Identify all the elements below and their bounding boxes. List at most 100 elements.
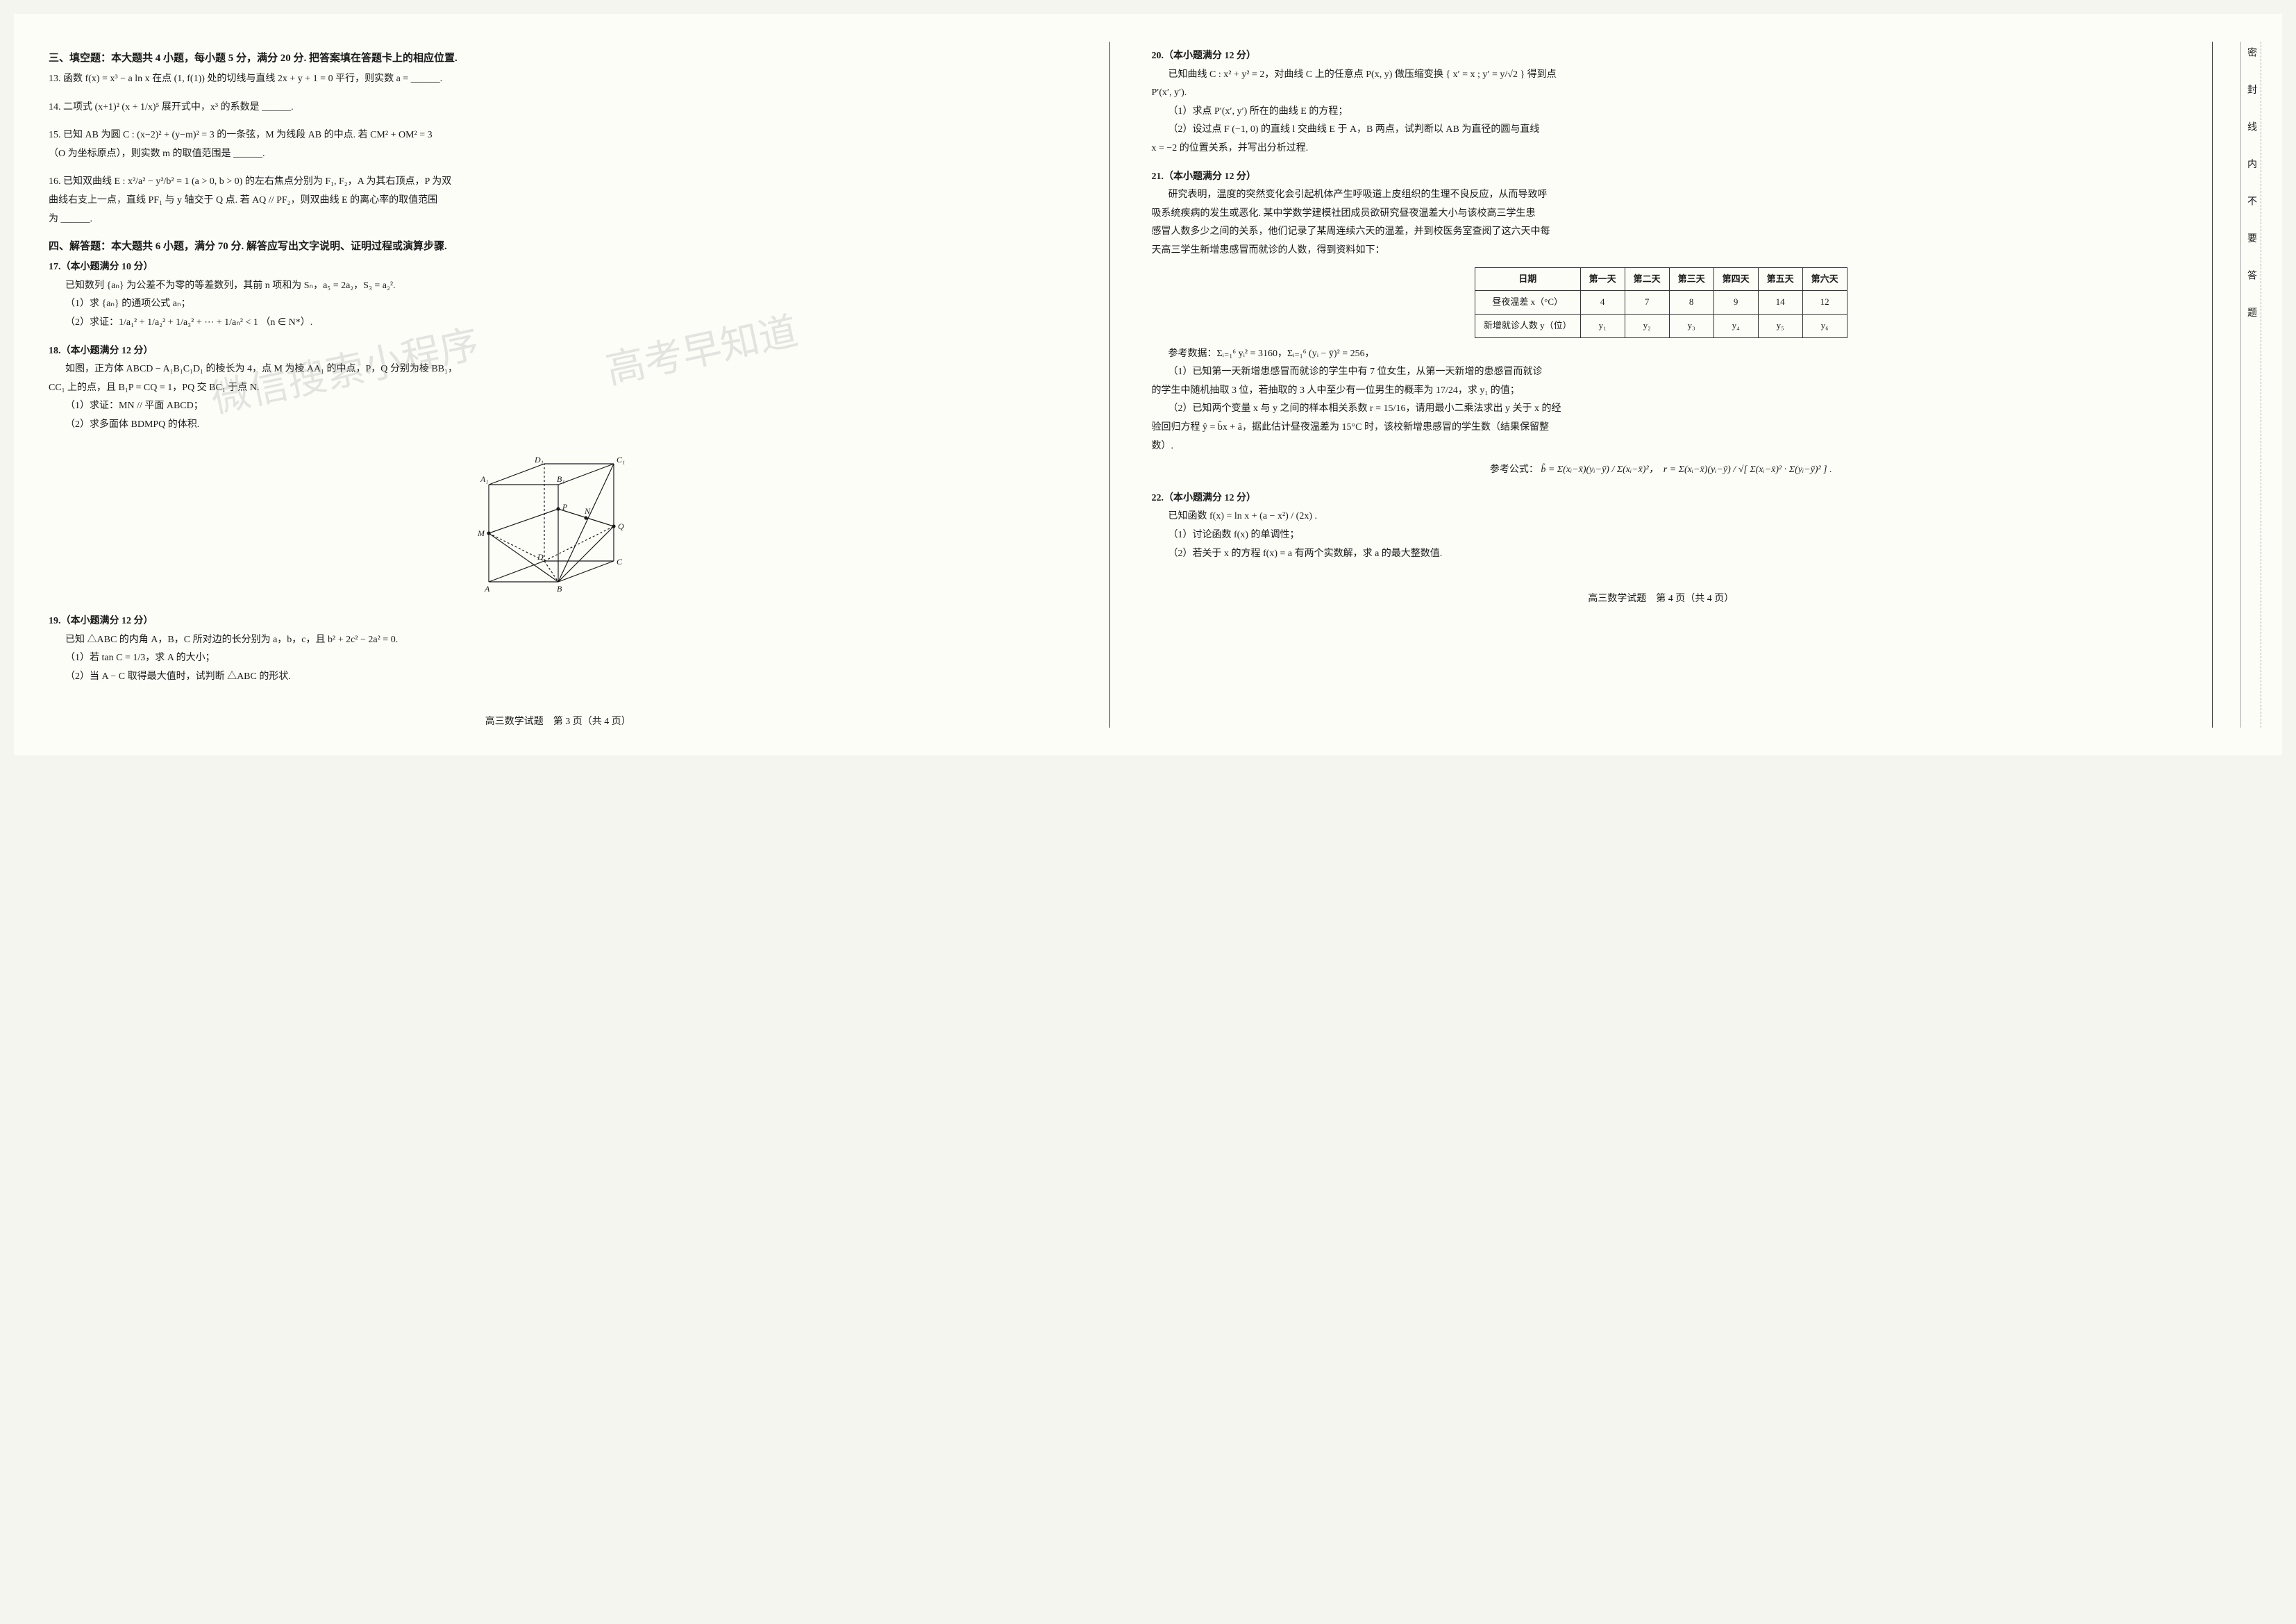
problem-16-line1: 16. 已知双曲线 E : x²/a² − y²/b² = 1 (a > 0, …	[49, 176, 451, 187]
problem-20-part2a: （2）设过点 F (−1, 0) 的直线 l 交曲线 E 于 A，B 两点，试判…	[1168, 124, 1540, 135]
column-divider	[1109, 42, 1110, 728]
table-h0: 日期	[1475, 267, 1580, 291]
table-r2c5: y₅	[1758, 314, 1802, 337]
table-h4: 第四天	[1713, 267, 1758, 291]
table-h6: 第六天	[1802, 267, 1847, 291]
table-header-row: 日期 第一天 第二天 第三天 第四天 第五天 第六天	[1475, 267, 1847, 291]
problem-21-part1b: 的学生中随机抽取 3 位，若抽取的 3 人中至少有一位男生的概率为 17/24，…	[1152, 385, 1520, 396]
svg-text:C: C	[617, 557, 623, 567]
problem-21-formula: 参考公式： b̂ = Σ(xᵢ−x̄)(yᵢ−ȳ) / Σ(xᵢ−x̄)²， r…	[1152, 461, 2171, 480]
table-row-x: 昼夜温差 x（°C） 4 7 8 9 14 12	[1475, 291, 1847, 315]
table-r1-label: 昼夜温差 x（°C）	[1475, 291, 1580, 315]
formula-body: b̂ = Σ(xᵢ−x̄)(yᵢ−ȳ) / Σ(xᵢ−x̄)²， r = Σ(x…	[1541, 464, 1832, 475]
problem-18-title: 18.（本小题满分 12 分）	[49, 346, 153, 356]
table-r1c4: 9	[1713, 291, 1758, 315]
column-divider-2	[2212, 42, 2213, 728]
problem-21-part1a: （1）已知第一天新增患感冒而就诊的学生中有 7 位女生，从第一天新增的患感冒而就…	[1168, 367, 1543, 377]
table-h1: 第一天	[1580, 267, 1625, 291]
table-r1c2: 7	[1625, 291, 1669, 315]
problem-16: 16. 已知双曲线 E : x²/a² − y²/b² = 1 (a > 0, …	[49, 173, 1068, 228]
problem-18-body1: 如图，正方体 ABCD − A₁B₁C₁D₁ 的棱长为 4，点 M 为棱 AA₁…	[65, 364, 458, 374]
section-3-header: 三、填空题：本大题共 4 小题，每小题 5 分，满分 20 分. 把答案填在答题…	[49, 50, 1068, 65]
table-r1c3: 8	[1669, 291, 1713, 315]
problem-19: 19.（本小题满分 12 分） 已知 △ABC 的内角 A，B，C 所对边的长分…	[49, 612, 1068, 686]
table-r1c1: 4	[1580, 291, 1625, 315]
problem-20-title: 20.（本小题满分 12 分）	[1152, 51, 1257, 61]
section-4-header: 四、解答题：本大题共 6 小题，满分 70 分. 解答应写出文字说明、证明过程或…	[49, 238, 1068, 253]
problem-19-part1: （1）若 tan C = 1/3，求 A 的大小；	[65, 653, 215, 663]
problem-13: 13. 函数 f(x) = x³ − a ln x 在点 (1, f(1)) 处…	[49, 70, 1068, 89]
formula-label: 参考公式：	[1490, 464, 1539, 475]
problem-15: 15. 已知 AB 为圆 C : (x−2)² + (y−m)² = 3 的一条…	[49, 126, 1068, 163]
table-r1c6: 12	[1802, 291, 1847, 315]
table-r2-label: 新增就诊人数 y（位）	[1475, 314, 1580, 337]
problem-18-part2: （2）求多面体 BDMPQ 的体积.	[65, 419, 199, 430]
problem-17-body: 已知数列 {aₙ} 为公差不为零的等差数列，其前 n 项和为 Sₙ，a₅ = 2…	[65, 281, 396, 291]
table-r2c3: y₃	[1669, 314, 1713, 337]
table-r2c4: y₄	[1713, 314, 1758, 337]
problem-18-body2: CC₁ 上的点，且 B₁P = CQ = 1，PQ 交 BC₁ 于点 N.	[49, 383, 259, 393]
problem-17-title: 17.（本小题满分 10 分）	[49, 262, 153, 272]
svg-text:M: M	[477, 528, 485, 538]
figure-cube: A B C D A₁ B₁ C₁ D₁ M P Q N	[49, 443, 1068, 603]
table-h5: 第五天	[1758, 267, 1802, 291]
problem-21-refdata: 参考数据：Σᵢ₌₁⁶ yᵢ² = 3160，Σᵢ₌₁⁶ (yᵢ − ȳ)² = …	[1168, 345, 2171, 364]
problem-17-part2: （2）求证：1/a₁² + 1/a₂² + 1/a₃² + ⋯ + 1/aₙ² …	[65, 317, 312, 328]
data-table: 日期 第一天 第二天 第三天 第四天 第五天 第六天 昼夜温差 x（°C） 4 …	[1475, 267, 1847, 338]
problem-20-body1: 已知曲线 C : x² + y² = 2，对曲线 C 上的任意点 P(x, y)…	[1168, 69, 1557, 80]
svg-text:D: D	[537, 552, 544, 562]
svg-text:N: N	[584, 506, 591, 516]
problem-18-part1: （1）求证：MN // 平面 ABCD；	[65, 401, 203, 411]
problem-22-part2: （2）若关于 x 的方程 f(x) = a 有两个实数解，求 a 的最大整数值.	[1168, 549, 1443, 559]
problem-16-line3: 为 ______.	[49, 214, 92, 224]
column-right: 20.（本小题满分 12 分） 已知曲线 C : x² + y² = 2，对曲线…	[1138, 42, 2185, 728]
table-r2c1: y₁	[1580, 314, 1625, 337]
problem-21-part2b: 验回归方程 ŷ = b̂x + â，据此估计昼夜温差为 15°C 时，该校新增患…	[1152, 422, 1549, 433]
problem-21-body4: 天高三学生新增患感冒而就诊的人数，得到资料如下：	[1152, 245, 1385, 256]
svg-text:A₁: A₁	[480, 474, 489, 484]
svg-text:B: B	[557, 584, 562, 594]
problem-21-body2: 吸系统疾病的发生或恶化. 某中学数学建模社团成员欲研究昼夜温差大小与该校高三学生…	[1152, 208, 1536, 219]
problem-21-body3: 感冒人数多少之间的关系，他们记录了某周连续六天的温差，并到校医务室查阅了这六天中…	[1152, 226, 1550, 237]
column-left: 三、填空题：本大题共 4 小题，每小题 5 分，满分 20 分. 把答案填在答题…	[35, 42, 1082, 728]
problem-22: 22.（本小题满分 12 分） 已知函数 f(x) = ln x + (a − …	[1152, 489, 2171, 563]
problem-21-body1: 研究表明，温度的突然变化会引起机体产生呼吸道上皮组织的生理不良反应，从而导致呼	[1168, 190, 1548, 200]
problem-14: 14. 二项式 (x+1)² (x + 1/x)⁵ 展开式中，x³ 的系数是 _…	[49, 99, 1068, 117]
problem-21-title: 21.（本小题满分 12 分）	[1152, 171, 1257, 182]
footer-left: 高三数学试题 第 3 页（共 4 页）	[49, 714, 1068, 728]
problem-19-part2: （2）当 A − C 取得最大值时，试判断 △ABC 的形状.	[65, 671, 291, 682]
problem-19-body: 已知 △ABC 的内角 A，B，C 所对边的长分别为 a，b，c，且 b² + …	[65, 635, 398, 645]
problem-22-title: 22.（本小题满分 12 分）	[1152, 493, 1257, 503]
problem-15-line2: （O 为坐标原点），则实数 m 的取值范围是 ______.	[49, 149, 265, 159]
svg-text:A: A	[484, 584, 490, 594]
problem-22-body: 已知函数 f(x) = ln x + (a − x²) / (2x) .	[1168, 511, 1318, 521]
problem-17: 17.（本小题满分 10 分） 已知数列 {aₙ} 为公差不为零的等差数列，其前…	[49, 258, 1068, 332]
problem-15-line1: 15. 已知 AB 为圆 C : (x−2)² + (y−m)² = 3 的一条…	[49, 130, 433, 140]
svg-text:B₁: B₁	[557, 474, 565, 484]
problem-20-part1: （1）求点 P′(x′, y′) 所在的曲线 E 的方程；	[1168, 106, 1348, 117]
problem-21-part2a: （2）已知两个变量 x 与 y 之间的样本相关系数 r = 15/16，请用最小…	[1168, 403, 1561, 414]
table-r1c5: 14	[1758, 291, 1802, 315]
problem-18: 18.（本小题满分 12 分） 如图，正方体 ABCD − A₁B₁C₁D₁ 的…	[49, 342, 1068, 603]
svg-text:C₁: C₁	[617, 455, 625, 464]
problem-16-line2: 曲线右支上一点，直线 PF₁ 与 y 轴交于 Q 点. 若 AQ // PF₂，…	[49, 195, 437, 206]
problem-22-part1: （1）讨论函数 f(x) 的单调性；	[1168, 530, 1300, 540]
problem-21-part2c: 数）.	[1152, 441, 1174, 451]
footer-right: 高三数学试题 第 4 页（共 4 页）	[1152, 591, 2171, 605]
table-row-y: 新增就诊人数 y（位） y₁ y₂ y₃ y₄ y₅ y₆	[1475, 314, 1847, 337]
problem-21: 21.（本小题满分 12 分） 研究表明，温度的突然变化会引起机体产生呼吸道上皮…	[1152, 168, 2171, 480]
svg-text:D₁: D₁	[534, 455, 544, 464]
page: 三、填空题：本大题共 4 小题，每小题 5 分，满分 20 分. 把答案填在答题…	[14, 14, 2282, 755]
table-r2c2: y₂	[1625, 314, 1669, 337]
table-h2: 第二天	[1625, 267, 1669, 291]
problem-19-title: 19.（本小题满分 12 分）	[49, 616, 153, 626]
problem-20-part2b: x = −2 的位置关系，并写出分析过程.	[1152, 143, 1309, 153]
seal-line-note: 密 封 线 内 不 要 答 题	[2240, 42, 2261, 728]
table-h3: 第三天	[1669, 267, 1713, 291]
table-r2c6: y₆	[1802, 314, 1847, 337]
svg-text:P: P	[562, 502, 568, 512]
svg-text:Q: Q	[618, 521, 624, 531]
problem-20-body2: P′(x′, y′).	[1152, 87, 1187, 98]
problem-20: 20.（本小题满分 12 分） 已知曲线 C : x² + y² = 2，对曲线…	[1152, 47, 2171, 158]
problem-17-part1: （1）求 {aₙ} 的通项公式 aₙ；	[65, 299, 191, 309]
